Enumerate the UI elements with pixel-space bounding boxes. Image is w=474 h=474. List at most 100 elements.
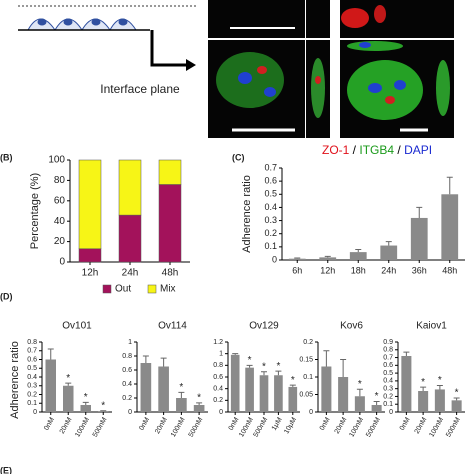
significance-mark: *	[262, 361, 266, 372]
y-tick-label: 0.1	[264, 241, 277, 251]
panel-label: (C)	[232, 152, 245, 162]
x-tick-label: 500nM	[188, 416, 205, 438]
y-axis-label: Adherence ratio	[241, 175, 253, 253]
error-bar	[196, 402, 203, 405]
bar-segment	[78, 159, 102, 249]
error-bar	[446, 176, 453, 195]
x-tick-label: 12h	[320, 265, 335, 275]
y-tick-label: 0.2	[27, 391, 37, 398]
x-tick-label: 20nM	[414, 416, 429, 435]
y-tick-label: 0.7	[27, 348, 37, 355]
bar	[354, 396, 365, 412]
y-tick-label: 0.6	[383, 362, 393, 369]
y-tick-label: 0.15	[299, 356, 313, 363]
x-tick-label: 500nM	[253, 416, 270, 438]
bar	[418, 391, 429, 412]
significance-mark: *	[276, 361, 280, 372]
bar	[451, 400, 462, 412]
y-tick-label: 0.8	[27, 339, 37, 346]
y-tick-label: 0.5	[264, 189, 277, 199]
y-tick-label: 0.8	[383, 347, 393, 354]
error-bar	[385, 241, 392, 246]
bar	[158, 366, 169, 412]
error-bar	[294, 257, 301, 259]
y-tick-label: 0.2	[213, 397, 223, 404]
significance-mark: *	[179, 382, 183, 393]
stain-part: /	[394, 143, 404, 157]
significance-mark: *	[197, 393, 201, 404]
y-tick-label: 0.6	[213, 374, 223, 381]
y-tick-label: 0.1	[303, 374, 313, 381]
y-tick-label: 0	[33, 409, 37, 416]
bar	[98, 411, 109, 412]
x-tick-label: 6h	[292, 265, 302, 275]
bar	[193, 405, 205, 412]
bar	[274, 375, 283, 412]
stain-legend: ZO-1 / ITGB4 / DAPI	[322, 143, 432, 157]
bar	[45, 359, 56, 412]
chart-title: Kaiov1	[416, 321, 447, 332]
error-bar	[65, 382, 72, 386]
error-bar	[232, 353, 239, 355]
error-bar	[47, 348, 54, 360]
significance-mark: *	[101, 400, 105, 411]
significance-mark: *	[375, 391, 379, 402]
y-tick-label: 0	[272, 254, 277, 264]
schematic: Interface plane	[18, 5, 196, 96]
bar	[338, 377, 349, 412]
y-tick-label: 0.4	[383, 378, 393, 385]
stain-part: ZO-1	[322, 143, 350, 157]
error-bar	[246, 364, 253, 368]
error-bar	[355, 248, 362, 253]
error-bar	[323, 350, 330, 367]
error-bar	[416, 206, 423, 218]
micrographs	[208, 0, 454, 138]
x-tick-label: 500nM	[365, 416, 382, 438]
y-tick-label: 0.2	[383, 393, 393, 400]
significance-mark: *	[66, 373, 70, 384]
error-bar	[403, 351, 410, 356]
chart-title: Ov101	[62, 321, 92, 332]
bar	[319, 257, 337, 260]
y-tick-label: 0	[309, 409, 313, 416]
x-tick-label: 48h	[162, 268, 179, 279]
y-tick-label: 0	[59, 257, 65, 268]
error-bar	[340, 359, 347, 377]
error-bar	[275, 370, 282, 376]
y-tick-label: 0.6	[27, 356, 37, 363]
y-tick-label: 40	[54, 216, 66, 227]
x-tick-label: 0nM	[319, 416, 332, 431]
bar	[434, 389, 445, 412]
error-bar	[453, 397, 460, 401]
y-tick-label: 0.7	[264, 162, 277, 172]
legend-swatch	[102, 284, 112, 294]
x-tick-label: 0nM	[399, 416, 412, 431]
y-tick-label: 1	[128, 339, 132, 346]
y-tick-label: 0.3	[27, 383, 37, 390]
significance-mark: *	[248, 355, 252, 366]
stain-part: DAPI	[404, 143, 432, 157]
significance-mark: *	[358, 379, 362, 390]
x-tick-label: 100nM	[428, 416, 445, 438]
error-bar	[436, 385, 443, 390]
y-tick-label: 0.5	[27, 365, 37, 372]
bar-segment	[158, 159, 182, 185]
y-tick-label: 0.6	[264, 176, 277, 186]
y-tick-label: 0	[389, 409, 393, 416]
legend-swatch	[147, 284, 157, 294]
significance-mark: *	[438, 375, 442, 386]
x-tick-label: 24h	[122, 268, 139, 279]
x-tick-label: 0nM	[43, 416, 56, 431]
bar	[288, 258, 306, 260]
arrow-head	[186, 59, 196, 71]
bar	[401, 356, 412, 412]
bar	[259, 375, 269, 412]
y-tick-label: 80	[54, 175, 66, 186]
panel-label: (E)	[0, 465, 12, 474]
panel-label: (B)	[0, 152, 13, 162]
y-tick-label: 0.6	[122, 367, 132, 374]
bar	[63, 385, 74, 412]
y-axis-label: Percentage (%)	[29, 173, 41, 249]
y-tick-label: 0	[128, 409, 132, 416]
